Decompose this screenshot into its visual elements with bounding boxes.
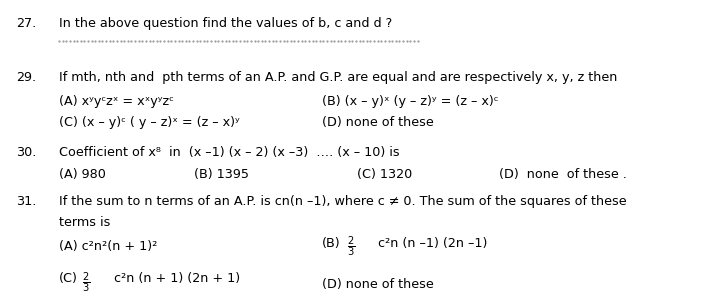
Text: 30.: 30. [16,146,37,160]
Text: (D) none of these: (D) none of these [322,278,434,291]
Text: 31.: 31. [16,195,37,208]
Text: (C) (x – y)ᶜ ( y – z)ˣ = (z – x)ʸ: (C) (x – y)ᶜ ( y – z)ˣ = (z – x)ʸ [59,116,240,129]
Text: (B): (B) [322,237,341,250]
Text: c²n (n –1) (2n –1): c²n (n –1) (2n –1) [378,237,487,250]
Text: (B) 1395: (B) 1395 [194,168,249,180]
Text: (A) 980: (A) 980 [59,168,106,180]
Text: $\frac{2}{3}$: $\frac{2}{3}$ [346,235,355,259]
Text: (D)  none  of these .: (D) none of these . [499,168,627,180]
Text: c²n (n + 1) (2n + 1): c²n (n + 1) (2n + 1) [115,272,240,285]
Text: (C): (C) [59,272,78,285]
Text: terms is: terms is [59,216,110,229]
Text: (B) (x – y)ˣ (y – z)ʸ = (z – x)ᶜ: (B) (x – y)ˣ (y – z)ʸ = (z – x)ᶜ [322,95,499,108]
Text: If the sum to n terms of an A.P. is cn(n –1), where c ≠ 0. The sum of the square: If the sum to n terms of an A.P. is cn(n… [59,195,626,208]
Text: (C) 1320: (C) 1320 [357,168,412,180]
Text: If mth, nth and  pth terms of an A.P. and G.P. are equal and are respectively x,: If mth, nth and pth terms of an A.P. and… [59,71,617,84]
Text: 27.: 27. [16,17,36,30]
Text: Coefficient of x⁸  in  (x –1) (x – 2) (x –3)  …. (x – 10) is: Coefficient of x⁸ in (x –1) (x – 2) (x –… [59,146,399,160]
Text: $\frac{2}{3}$: $\frac{2}{3}$ [82,270,90,295]
Text: In the above question find the values of b, c and d ?: In the above question find the values of… [59,17,392,30]
Text: 29.: 29. [16,71,36,84]
Text: (A) xʸyᶜzˣ = xˣyʸzᶜ: (A) xʸyᶜzˣ = xˣyʸzᶜ [59,95,174,108]
Text: (A) c²n²(n + 1)²: (A) c²n²(n + 1)² [59,240,158,253]
Text: (D) none of these: (D) none of these [322,116,434,129]
